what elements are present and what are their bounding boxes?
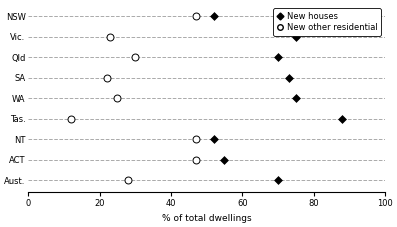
Point	[285, 76, 292, 80]
Point	[125, 178, 131, 182]
X-axis label: % of total dwellings: % of total dwellings	[162, 214, 251, 223]
Point	[193, 137, 199, 141]
Legend: New houses, New other residential: New houses, New other residential	[274, 8, 381, 35]
Point	[275, 56, 281, 59]
Point	[132, 56, 139, 59]
Point	[293, 96, 299, 100]
Point	[193, 158, 199, 161]
Point	[104, 76, 110, 80]
Point	[275, 178, 281, 182]
Point	[339, 117, 345, 121]
Point	[193, 15, 199, 18]
Point	[210, 15, 217, 18]
Point	[114, 96, 121, 100]
Point	[68, 117, 74, 121]
Point	[210, 137, 217, 141]
Point	[221, 158, 227, 161]
Point	[107, 35, 114, 39]
Point	[293, 35, 299, 39]
